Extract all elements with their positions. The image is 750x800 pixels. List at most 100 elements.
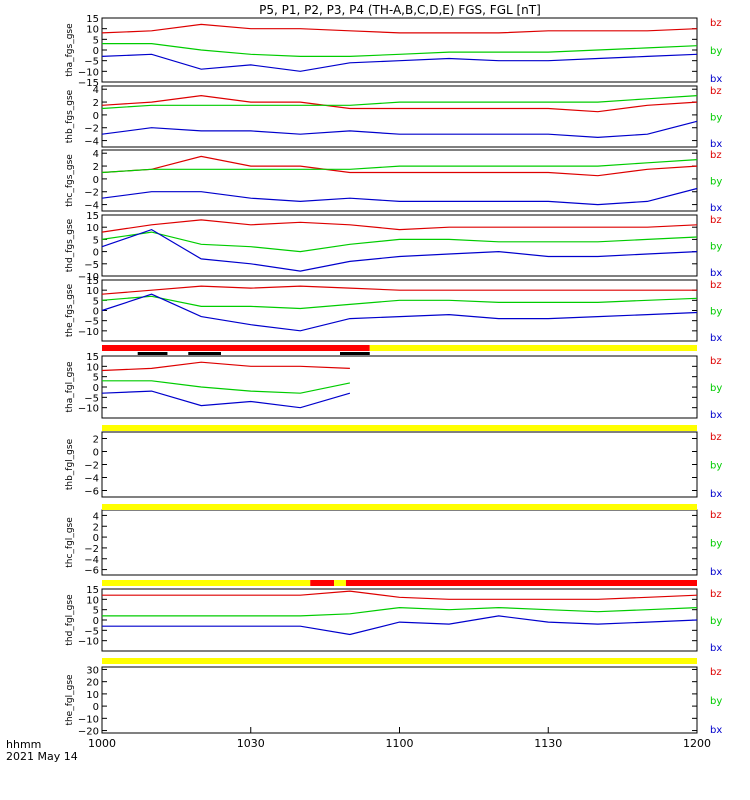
- chart-title: P5, P1, P2, P3, P4 (TH-A,B,C,D,E) FGS, F…: [259, 3, 541, 17]
- y-axis-label: tha_fgs_gse: [65, 23, 75, 77]
- legend-by: by: [710, 46, 722, 57]
- y-tick-label: −2: [84, 461, 99, 472]
- legend-bz: bz: [710, 280, 722, 291]
- x-tick-label: 1000: [88, 737, 116, 750]
- series-by: [101, 159, 698, 174]
- panel-frame: [101, 149, 698, 212]
- availability-segment: [102, 504, 697, 510]
- availability-segment: [310, 580, 335, 586]
- panel-thc_fgl_gse: 420−2−4−6 thc_fgl_gse bz by bx: [65, 509, 722, 578]
- series-bz: [102, 590, 698, 600]
- y-tick-label: −4: [84, 201, 99, 212]
- y-tick-label: −10: [78, 327, 99, 338]
- series-bx: [101, 53, 698, 72]
- legend-by: by: [710, 113, 722, 124]
- y-axis-label: thc_fgs_gse: [65, 154, 75, 207]
- legend-bz: bz: [710, 86, 722, 97]
- y-axis-label: the_fgl_gse: [65, 674, 75, 726]
- panel-thb_fgl_gse: 2 0 −2 −4 −6 thb_fgl_gse bz by bx: [65, 431, 722, 500]
- mode-segment: [188, 352, 221, 355]
- y-tick-label: 2: [93, 162, 99, 173]
- series-by: [101, 295, 698, 310]
- y-tick-label: 0: [93, 448, 99, 459]
- y-tick-label: 2: [93, 98, 99, 109]
- y-tick-label: −5: [84, 393, 99, 404]
- availability-segment: [369, 345, 697, 351]
- legend-bz: bz: [710, 18, 722, 29]
- y-tick-label: 0: [93, 175, 99, 186]
- panel-frame: [101, 431, 698, 498]
- y-axis-label: thb_fgs_gse: [65, 89, 75, 143]
- series-by: [102, 42, 698, 58]
- mode-segment: [340, 352, 370, 355]
- data-availability-bars: [102, 345, 697, 664]
- y-tick-label: −4: [84, 555, 99, 566]
- series-bz: [101, 94, 698, 113]
- y-tick-label: −10: [78, 272, 99, 283]
- availability-segment: [102, 345, 370, 351]
- x-axis: 1000 1030 1100 1130 1200: [88, 727, 711, 750]
- y-tick-label: −5: [84, 626, 99, 637]
- y-tick-label: −5: [84, 57, 99, 68]
- y-tick-label: 5: [93, 235, 99, 246]
- series-bx: [101, 390, 351, 409]
- y-tick-label: −4: [84, 474, 99, 485]
- y-tick-label: 2: [93, 522, 99, 533]
- y-tick-label: 10: [86, 595, 99, 606]
- legend-bz: bz: [710, 215, 722, 226]
- y-axis-label: tha_fgl_gse: [65, 361, 75, 413]
- y-tick-label: −2: [84, 544, 99, 555]
- y-tick-label: 0: [93, 46, 99, 57]
- y-tick-label: 10: [86, 223, 99, 234]
- series-by: [101, 95, 698, 110]
- series-bx: [101, 228, 698, 272]
- legend-bx: bx: [710, 139, 722, 150]
- series-bz: [101, 285, 697, 295]
- legend-bz: bz: [710, 589, 722, 600]
- legend-bx: bx: [710, 333, 722, 344]
- availability-segment: [345, 580, 697, 586]
- x-tick-label: 1130: [534, 737, 562, 750]
- y-tick-label: 10: [86, 362, 99, 373]
- legend-bx: bx: [710, 268, 722, 279]
- legend-bz: bz: [710, 667, 722, 678]
- y-tick-label: −10: [78, 637, 99, 648]
- legend-by: by: [710, 177, 722, 188]
- y-tick-label: −2: [84, 188, 99, 199]
- panel-frame: [101, 355, 698, 419]
- y-tick-label: 0: [93, 616, 99, 627]
- y-tick-label: 0: [93, 383, 99, 394]
- mode-segment: [137, 352, 168, 355]
- y-tick-label: 20: [86, 678, 99, 689]
- y-tick-label: −10: [78, 714, 99, 725]
- y-axis-label: thd_fgl_gse: [65, 594, 75, 646]
- date-label: 2021 May 14: [6, 750, 78, 763]
- legend-by: by: [710, 696, 722, 707]
- legend-bx: bx: [710, 489, 722, 500]
- y-tick-label: −2: [84, 124, 99, 135]
- legend-by: by: [710, 539, 722, 550]
- y-tick-label: 4: [93, 511, 99, 522]
- series-by: [102, 606, 698, 617]
- x-tick-label: 1030: [237, 737, 265, 750]
- y-tick-label: 2: [93, 435, 99, 446]
- y-tick-label: −20: [78, 727, 99, 738]
- y-tick-label: −10: [78, 404, 99, 415]
- y-tick-label: 15: [86, 585, 99, 596]
- availability-segment: [102, 580, 311, 586]
- legend-bz: bz: [710, 510, 722, 521]
- legend-bz: bz: [710, 356, 722, 367]
- legend-by: by: [710, 616, 722, 627]
- panel-thb_fgs_gse: 4 2 0 −2 −4 thb_fgs_gse bz by bx: [65, 85, 722, 150]
- series-by: [101, 231, 698, 253]
- y-tick-label: −4: [84, 137, 99, 148]
- y-tick-label: 4: [93, 85, 99, 96]
- legend-by: by: [710, 383, 722, 394]
- series-bx: [102, 615, 698, 636]
- panel-frame: [101, 666, 698, 734]
